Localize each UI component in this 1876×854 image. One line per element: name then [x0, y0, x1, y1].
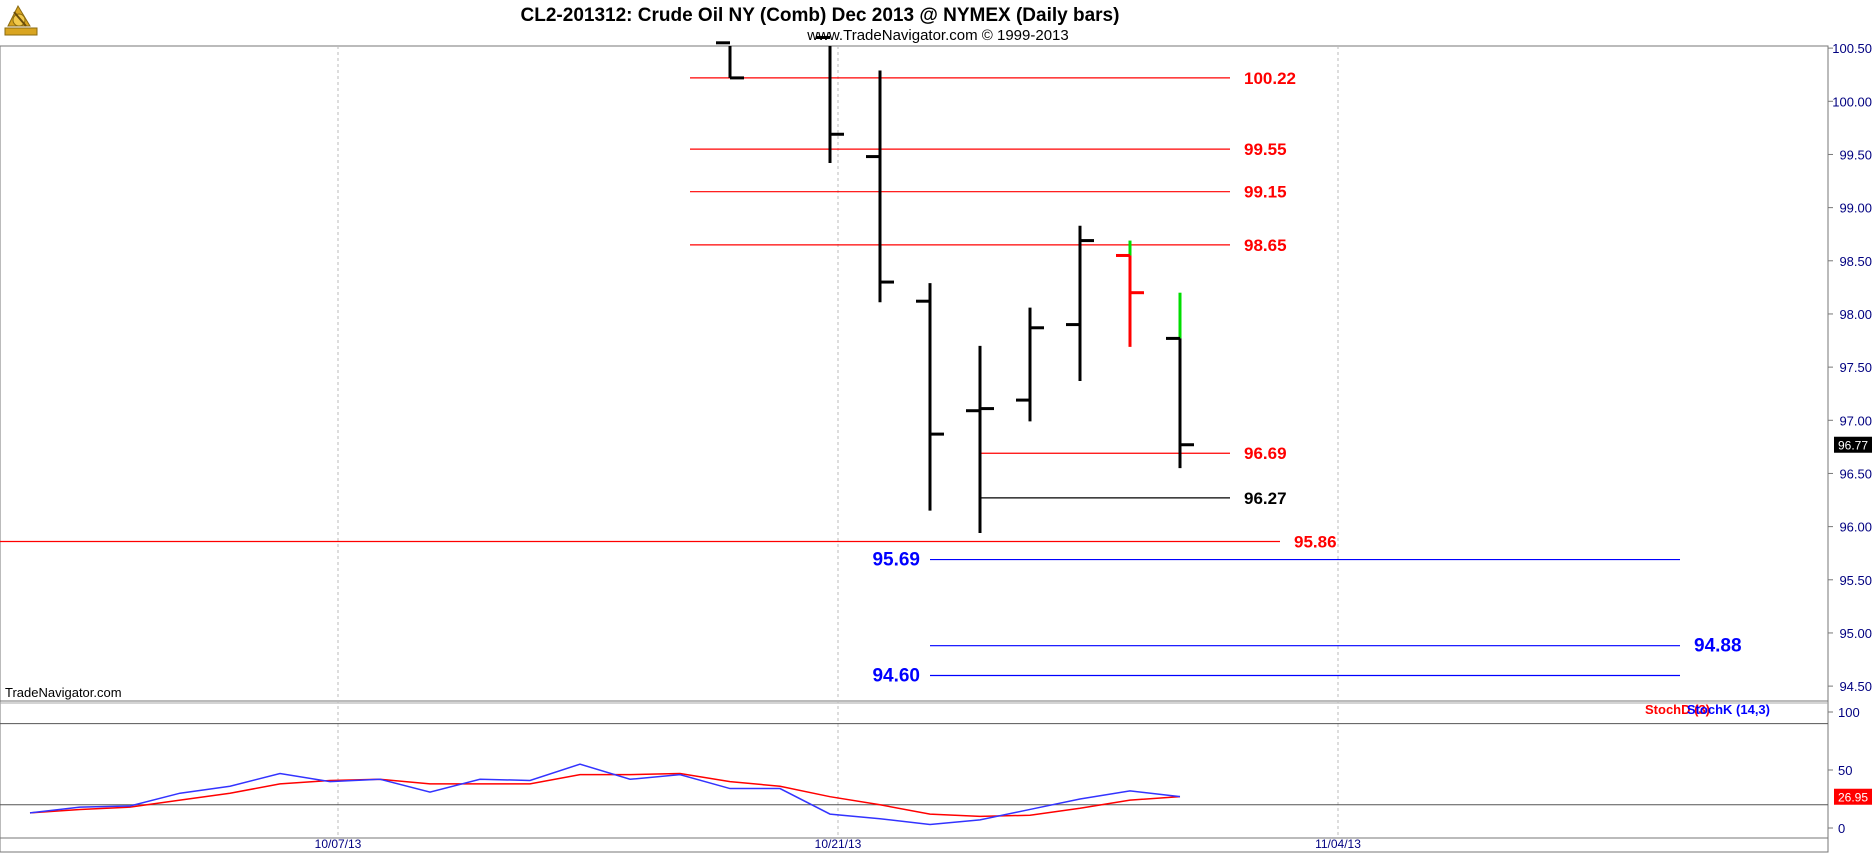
level-label: 95.69 [872, 550, 920, 571]
ohlc-bar [716, 41, 744, 80]
ohlc-bars [716, 35, 1194, 533]
legend-stochk: StochK (14,3) [1687, 702, 1770, 717]
level-label: 99.55 [1244, 140, 1287, 159]
ohlc-bar [1016, 307, 1044, 422]
price-tick-label: 97.00 [1839, 413, 1872, 428]
price-tick-label: 100.00 [1832, 94, 1872, 109]
level-label: 95.86 [1294, 533, 1337, 552]
price-tick-label: 98.50 [1839, 254, 1872, 269]
chart-frame [0, 45, 1829, 853]
grid-lines [337, 46, 1339, 838]
price-axis: 100.50 100.00 99.50 99.00 98.50 98.00 97.50 97.… [1828, 41, 1872, 694]
price-tick-label: 97.50 [1839, 360, 1872, 375]
ohlc-bar [816, 35, 844, 163]
plot-border [0, 45, 1829, 853]
price-tick-label: 96.50 [1839, 466, 1872, 481]
price-tick-label: 95.50 [1839, 573, 1872, 588]
price-tick-label: 98.00 [1839, 307, 1872, 322]
watermark-text: TradeNavigator.com [5, 685, 122, 700]
stochd-line [29, 772, 1181, 818]
level-lines: 100.22 99.55 99.15 98.65 96.69 96.27 95.86 95.6… [0, 69, 1742, 686]
stochastic-panel: 100 50 0 StochD (3)StochK (14,3) 26.95 [0, 702, 1872, 836]
stoch-last-badge [1834, 788, 1872, 805]
ohlc-bar [1166, 292, 1194, 469]
date-tick-label: 10/07/13 [315, 837, 362, 851]
level-label: 96.69 [1244, 444, 1287, 463]
price-tick-label: 96.00 [1839, 520, 1872, 535]
ohlc-bar [1116, 240, 1144, 347]
stochk-line [29, 763, 1181, 826]
chart-title: CL2-201312: Crude Oil NY (Comb) Dec 2013… [521, 5, 1120, 26]
last-price-badge [1834, 436, 1872, 453]
price-tick-label: 95.00 [1839, 626, 1872, 641]
ohlc-bar [1066, 225, 1094, 381]
logo-icon [4, 4, 38, 36]
date-axis: 10/07/13 10/21/13 11/04/13 [315, 837, 1362, 851]
level-label: 100.22 [1244, 69, 1296, 88]
ohlc-bar [916, 283, 944, 511]
level-label: 96.27 [1244, 489, 1287, 508]
last-price-label: 96.77 [1838, 439, 1868, 453]
stoch-tick-label: 100 [1838, 705, 1860, 720]
level-label: 99.15 [1244, 183, 1287, 202]
price-tick-label: 100.50 [1832, 41, 1872, 56]
ohlc-bar [966, 345, 994, 533]
legend-stochd: StochD (3) [1645, 702, 1710, 717]
ohlc-bar [866, 70, 894, 303]
source-url[interactable]: www.TradeNavigator.com © 1999-2013 [806, 27, 1068, 44]
stoch-tick-label: 50 [1838, 763, 1852, 778]
level-label: 94.88 [1694, 636, 1742, 657]
price-tick-label: 99.00 [1839, 201, 1872, 216]
date-tick-label: 10/21/13 [815, 837, 862, 851]
price-tick-label: 94.50 [1839, 679, 1872, 694]
price-tick-label: 99.50 [1839, 147, 1872, 162]
level-label: 94.60 [872, 665, 920, 686]
level-label: 98.65 [1244, 236, 1287, 255]
stoch-last-label: 26.95 [1838, 791, 1868, 805]
stoch-tick-label: 0 [1838, 821, 1845, 836]
date-tick-label: 11/04/13 [1315, 837, 1361, 851]
